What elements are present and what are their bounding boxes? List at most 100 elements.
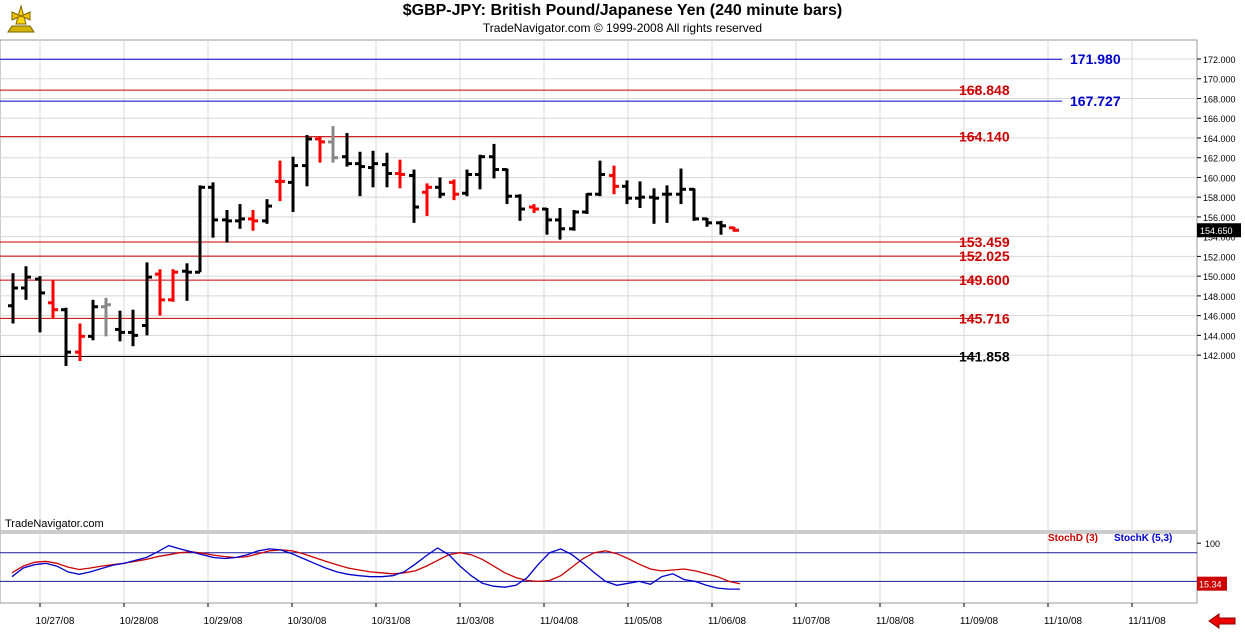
ohlc-bar — [475, 154, 485, 190]
x-tick-label: 11/11/08 — [1128, 616, 1166, 627]
ohlc-bar — [569, 210, 579, 231]
x-tick-label: 11/06/08 — [708, 616, 747, 627]
ohlc-bar — [328, 126, 338, 163]
ohlc-bar — [542, 207, 552, 235]
ohlc-bar — [609, 165, 619, 195]
ohlc-bar — [489, 143, 499, 179]
copyright-subtitle: TradeNavigator.com © 1999-2008 All right… — [482, 21, 763, 35]
y-tick-label: 154.000 — [1203, 233, 1236, 243]
osc-last-label: 15.34 — [1199, 580, 1222, 590]
level-label: 145.716 — [959, 310, 1010, 326]
y-tick-label: 142.000 — [1203, 351, 1236, 361]
y-tick-label: 160.000 — [1203, 173, 1236, 183]
x-tick-label: 11/08/08 — [876, 616, 915, 627]
osc-last-tag — [1197, 576, 1227, 591]
ohlc-bar — [716, 220, 726, 235]
x-tick-label: 10/31/08 — [372, 616, 411, 627]
ohlc-bar — [342, 133, 352, 167]
y-tick-label: 152.000 — [1203, 252, 1236, 262]
level-label: 152.025 — [959, 248, 1010, 264]
y-tick-label: 168.000 — [1203, 94, 1236, 104]
ohlc-bar — [422, 183, 432, 216]
level-label: 149.600 — [959, 272, 1010, 288]
x-tick-label: 11/03/08 — [456, 616, 495, 627]
ohlc-bar — [61, 307, 71, 366]
watermark: TradeNavigator.com — [5, 518, 104, 530]
ohlc-bar — [182, 263, 192, 301]
x-tick-label: 11/09/08 — [960, 616, 999, 627]
stoch-k-line — [11, 544, 740, 590]
y-tick-label: 146.000 — [1203, 312, 1236, 322]
x-tick-label: 11/05/08 — [624, 616, 663, 627]
ohlc-bar — [702, 217, 712, 227]
ohlc-bar — [48, 280, 58, 319]
chart-title: $GBP-JPY: British Pound/Japanese Yen (24… — [402, 2, 843, 19]
ohlc-bar — [75, 323, 85, 362]
last-price-tag — [1197, 223, 1241, 238]
ohlc-bar — [128, 309, 138, 347]
level-label: 171.980 — [1070, 51, 1121, 67]
ohlc-bar — [649, 188, 659, 224]
osc-y-tick-label: 100 — [1205, 539, 1220, 549]
ohlc-bar — [409, 169, 419, 223]
legend-stoch-d: StochD (3) — [1048, 533, 1098, 544]
ohlc-bar — [155, 269, 165, 316]
ohlc-bar — [395, 159, 405, 189]
y-tick-label: 172.000 — [1203, 55, 1236, 65]
ohlc-bar — [502, 168, 512, 205]
stoch-d-line — [11, 549, 741, 585]
ohlc-bar — [21, 266, 31, 300]
x-tick-label: 11/07/08 — [792, 616, 831, 627]
ohlc-bar — [8, 273, 18, 324]
y-tick-label: 150.000 — [1203, 272, 1236, 282]
x-tick-label: 10/30/08 — [288, 616, 327, 627]
ohlc-bar — [555, 208, 565, 240]
y-tick-label: 166.000 — [1203, 114, 1236, 124]
back-arrow-icon[interactable] — [1207, 613, 1237, 629]
level-label: 164.140 — [959, 129, 1010, 145]
tradenavigator-logo-icon[interactable] — [4, 4, 38, 34]
ohlc-bar — [195, 185, 205, 274]
ohlc-bar — [382, 152, 392, 188]
ohlc-bar — [729, 226, 739, 232]
price-panel-frame — [0, 39, 1198, 532]
ohlc-bar — [462, 169, 472, 197]
x-tick-label: 10/28/08 — [120, 616, 159, 627]
oscillator-panel-frame — [0, 532, 1198, 604]
level-label: 141.858 — [959, 349, 1010, 365]
ohlc-bar — [115, 310, 125, 342]
legend-stoch-k: StochK (5,3) — [1114, 533, 1173, 544]
ohlc-bar — [662, 185, 672, 223]
ohlc-bar — [582, 192, 592, 214]
x-tick-label: 10/29/08 — [204, 616, 243, 627]
ohlc-bar — [208, 182, 218, 238]
ohlc-bar — [435, 177, 445, 199]
y-tick-label: 144.000 — [1203, 331, 1236, 341]
ohlc-bar — [355, 151, 365, 197]
ohlc-bar — [622, 180, 632, 205]
ohlc-bar — [248, 210, 258, 231]
ohlc-bar — [515, 194, 525, 221]
ohlc-bar — [235, 204, 245, 229]
ohlc-bar — [288, 156, 298, 212]
x-tick-label: 11/04/08 — [540, 616, 579, 627]
ohlc-bar — [689, 187, 699, 221]
y-tick-label: 162.000 — [1203, 154, 1236, 164]
y-tick-label: 164.000 — [1203, 134, 1236, 144]
ohlc-bar — [168, 269, 178, 302]
ohlc-bar — [35, 276, 45, 333]
ohlc-bar — [595, 160, 605, 197]
ohlc-bar — [635, 181, 645, 209]
x-tick-label: 11/10/08 — [1044, 616, 1083, 627]
ohlc-bar — [222, 210, 232, 243]
ohlc-bar — [142, 262, 152, 336]
x-tick-label: 10/27/08 — [36, 616, 75, 627]
y-tick-label: 156.000 — [1203, 213, 1236, 223]
last-price-label: 154.650 — [1200, 226, 1233, 236]
y-tick-label: 148.000 — [1203, 292, 1236, 302]
ohlc-bar — [262, 199, 272, 224]
ohlc-bar — [368, 150, 378, 188]
level-label: 168.848 — [959, 82, 1010, 98]
ohlc-bar — [449, 179, 459, 201]
